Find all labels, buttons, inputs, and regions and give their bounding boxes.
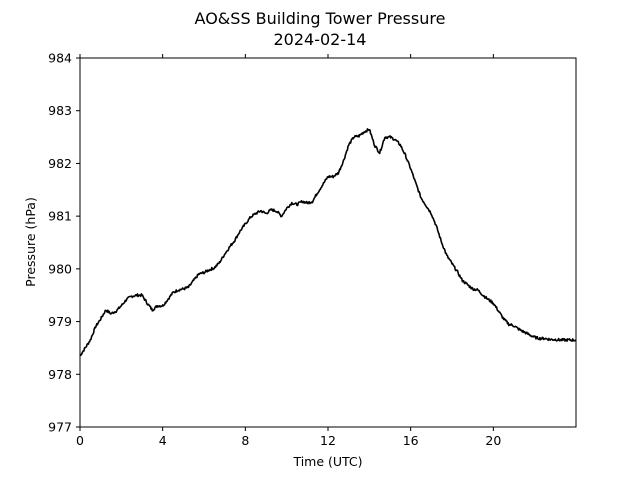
y-tick-label: 984 <box>48 51 72 66</box>
y-tick-label: 981 <box>48 209 72 224</box>
chart-title: AO&SS Building Tower Pressure <box>195 9 446 28</box>
chart-subtitle: 2024-02-14 <box>274 30 367 49</box>
pressure-series-line <box>79 128 577 357</box>
y-axis-label: Pressure (hPa) <box>23 197 38 287</box>
y-tick-label: 978 <box>48 367 72 382</box>
plot-area-frame <box>79 57 577 428</box>
x-tick-label: 8 <box>241 433 249 448</box>
x-tick-label: 16 <box>403 433 419 448</box>
axis-tick-labels: 0 4 8 12 16 20 977 978 979 980 981 982 983 984 <box>48 51 501 449</box>
axis-ticks <box>76 54 494 431</box>
y-tick-label: 980 <box>48 261 72 276</box>
y-tick-label: 983 <box>48 103 72 118</box>
x-tick-label: 0 <box>76 433 84 448</box>
y-tick-label: 979 <box>48 314 72 329</box>
y-tick-label: 982 <box>48 156 72 171</box>
x-tick-label: 4 <box>159 433 167 448</box>
x-axis-label: Time (UTC) <box>292 454 362 469</box>
y-tick-label: 977 <box>48 420 72 435</box>
x-tick-label: 12 <box>320 433 336 448</box>
x-tick-label: 20 <box>485 433 501 448</box>
